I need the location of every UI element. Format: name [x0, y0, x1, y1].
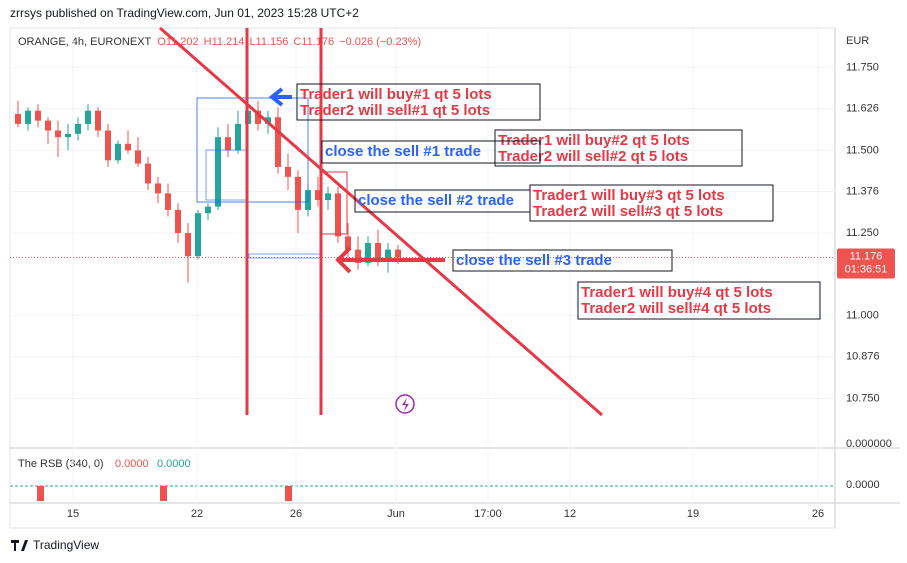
ohlc-value: C11.176 — [293, 36, 334, 48]
candle-body — [335, 193, 341, 237]
annotation-text: Trader1 will buy#1 qt 5 lots — [300, 86, 492, 103]
logo-text: TradingView — [33, 538, 99, 552]
candle-body — [345, 236, 351, 250]
candle-body — [315, 190, 321, 200]
ohlc-value: H11.214 — [204, 36, 245, 48]
annotation-box — [529, 184, 774, 222]
candle-body — [385, 249, 391, 260]
annotation-box — [321, 140, 541, 164]
indicator-name: The RSB (340, 0) — [18, 458, 104, 470]
x-tick-label: 26 — [812, 508, 824, 520]
arrow — [268, 87, 292, 107]
indicator-value: 0.0000 — [157, 458, 191, 470]
candle-body — [235, 123, 241, 151]
candle-body — [355, 249, 361, 263]
ohlc-value: L11.156 — [249, 36, 288, 48]
drawing-rect — [196, 97, 309, 203]
annotation-text: Trader1 will buy#2 qt 5 lots — [498, 132, 690, 149]
event-icon — [395, 394, 415, 414]
countdown: 01:36:51 — [845, 263, 888, 275]
annotation-text: Trader2 will sell#1 qt 5 lots — [300, 102, 490, 119]
annotation-text: close the sell #3 trade — [456, 252, 612, 269]
logo-icon — [11, 540, 28, 551]
annotation-box — [452, 249, 673, 272]
candle-body — [325, 193, 331, 200]
x-tick-label: Jun — [387, 508, 405, 520]
candle-body — [375, 243, 381, 260]
publisher: zrrsys published on TradingView.com, Jun… — [10, 6, 359, 20]
x-tick-label: 12 — [564, 508, 576, 520]
last-price-tag — [837, 248, 895, 279]
arrow — [335, 246, 445, 274]
symbol: ORANGE, 4h, EURONEXT — [18, 36, 152, 48]
last-price-label: 11.176 — [850, 250, 883, 262]
indicator-value: 0.0000 — [115, 458, 149, 470]
y-tick-label: 11.750 — [846, 62, 879, 74]
candle-body — [35, 110, 41, 121]
candle-body — [115, 143, 121, 161]
annotation-text: close the sell #2 trade — [358, 192, 514, 209]
x-tick-label: 26 — [290, 508, 302, 520]
candle-body — [75, 123, 81, 134]
candle-body — [295, 176, 301, 210]
currency: EUR — [846, 35, 869, 47]
candle-body — [285, 166, 291, 177]
bottom-label: 0.000000 — [846, 438, 892, 450]
ohlc-value: O11.202 — [157, 36, 198, 48]
y-tick-label: 11.250 — [846, 227, 879, 239]
candle-body — [25, 110, 31, 124]
annotation-text: close the sell #1 trade — [325, 143, 481, 160]
x-tick-label: 15 — [67, 508, 79, 520]
candle-body — [55, 130, 61, 138]
annotation-text: Trader2 will sell#4 qt 5 lots — [581, 300, 771, 317]
candle-body — [185, 233, 191, 257]
y-tick-label: 11.626 — [846, 103, 879, 115]
candle-body — [365, 243, 371, 263]
candle-body — [15, 114, 21, 124]
x-tick-label: 17:00 — [474, 508, 502, 520]
y-tick-label: 11.376 — [846, 185, 879, 197]
candle-body — [155, 183, 161, 194]
y-tick-label: 11.500 — [846, 144, 879, 156]
trend-line — [159, 26, 603, 417]
candle-body — [165, 193, 171, 210]
x-tick-label: 22 — [191, 508, 203, 520]
indicator-bar — [160, 486, 167, 501]
indicator-axis-label: 0.0000 — [846, 479, 880, 491]
ohlc-value: −0.026 (−0.23%) — [339, 36, 421, 48]
x-tick-label: 19 — [687, 508, 699, 520]
annotation-box — [577, 281, 821, 320]
candle-body — [205, 206, 211, 214]
drawings — [159, 26, 603, 417]
candle-body — [105, 130, 111, 161]
candle-body — [85, 110, 91, 124]
annotation-text: Trader1 will buy#3 qt 5 lots — [533, 187, 725, 204]
y-tick-label: 10.750 — [846, 392, 880, 404]
annotation-text: Trader2 will sell#3 qt 5 lots — [533, 203, 723, 220]
candle-body — [215, 137, 221, 207]
candle-body — [145, 163, 151, 184]
candle-body — [175, 209, 181, 234]
candle-body — [45, 120, 51, 131]
event-icon-bolt — [402, 398, 409, 411]
candle-body — [135, 150, 141, 164]
y-tick-label: 10.876 — [846, 351, 880, 363]
logo: TradingView — [11, 538, 99, 552]
indicator-bar — [37, 486, 44, 501]
annotation-box — [494, 129, 743, 167]
candle-body — [255, 110, 261, 124]
annotation-box — [296, 83, 541, 121]
annotation-text: Trader2 will sell#2 qt 5 lots — [498, 148, 688, 165]
candle-body — [195, 213, 201, 257]
y-tick-label: 11.000 — [846, 310, 879, 322]
candle-body — [95, 110, 101, 131]
candle-body — [125, 143, 131, 151]
indicator-bar — [285, 486, 292, 501]
candle-body — [275, 117, 281, 167]
candle-body — [65, 133, 71, 138]
annotation-text: Trader1 will buy#4 qt 5 lots — [581, 284, 773, 301]
candle-body — [395, 249, 401, 258]
candle-body — [225, 137, 231, 151]
